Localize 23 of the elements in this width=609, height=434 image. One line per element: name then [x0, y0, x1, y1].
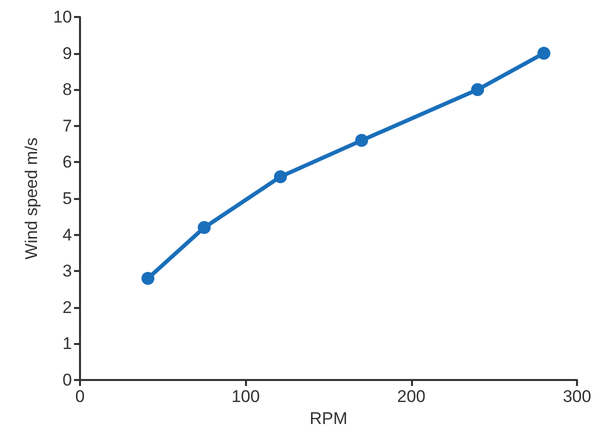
x-tick-label: 0 [75, 387, 85, 406]
y-tick-label: 9 [62, 44, 72, 63]
x-axis-title: RPM [310, 408, 348, 428]
y-axis-title: Wind speed m/s [22, 138, 41, 260]
y-tick-label: 6 [62, 152, 72, 172]
y-tick-label: 3 [62, 262, 72, 281]
y-tick-label: 2 [62, 298, 72, 317]
point [198, 221, 211, 234]
y-tick-label: 7 [62, 116, 72, 136]
y-tick-label: 0 [62, 370, 72, 390]
y-tick-label: 4 [62, 225, 72, 244]
point [471, 83, 484, 96]
x-tick-label: 100 [231, 387, 260, 406]
x-tick-label: 300 [562, 387, 592, 406]
point [274, 170, 287, 184]
y-tick-label: 8 [62, 80, 72, 100]
y-tick-label: 1 [62, 334, 72, 354]
y-tick-label: 10 [53, 8, 72, 26]
point [537, 46, 550, 60]
x-tick-label: 200 [397, 387, 426, 406]
point [355, 134, 368, 147]
y-tick-label: 5 [62, 189, 72, 208]
point [141, 272, 154, 285]
